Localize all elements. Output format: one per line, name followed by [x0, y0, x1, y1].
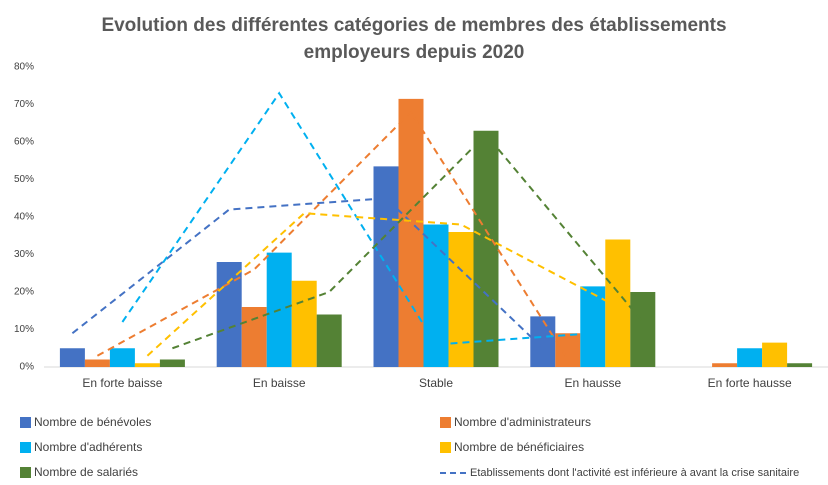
legend-swatch	[440, 417, 451, 428]
y-tick-label: 40%	[14, 212, 34, 223]
chart-title: Evolution des différentes catégories de …	[101, 15, 726, 36]
y-tick-label: 50%	[14, 174, 34, 185]
legend-swatch	[20, 417, 31, 428]
x-tick-label: En hausse	[564, 376, 621, 390]
legend-label: Nombre de bénévoles	[34, 415, 151, 429]
y-tick-label: 20%	[14, 287, 34, 298]
legend-label: Nombre de salariés	[34, 465, 138, 479]
bar	[448, 232, 474, 367]
y-tick-label: 10%	[14, 324, 34, 335]
bar	[59, 348, 85, 367]
legend-label: Nombre de bénéficiaires	[454, 440, 584, 454]
legend-label: Nombre d'administrateurs	[454, 415, 591, 429]
bar	[373, 166, 399, 367]
bar	[109, 348, 135, 367]
bar	[316, 314, 342, 367]
x-tick-label: En baisse	[253, 376, 306, 390]
chart-title: employeurs depuis 2020	[304, 42, 525, 63]
dashed-line	[172, 133, 644, 350]
bar	[84, 359, 110, 367]
y-tick-label: 70%	[14, 99, 34, 110]
x-tick-label: Stable	[419, 376, 453, 390]
bar	[737, 348, 763, 367]
y-tick-label: 30%	[14, 249, 34, 260]
dashed-line	[71, 197, 544, 349]
legend-label: Nombre d'adhérents	[34, 440, 142, 454]
bar	[291, 280, 317, 367]
legend-swatch	[20, 442, 31, 453]
legend-swatch	[20, 467, 31, 478]
bar	[473, 130, 499, 367]
bar	[159, 359, 185, 367]
dashed-line	[146, 212, 619, 357]
bar	[398, 98, 424, 367]
bar	[630, 292, 656, 367]
y-tick-label: 0%	[20, 362, 35, 373]
bar	[555, 333, 581, 367]
x-tick-label: En forte baisse	[82, 376, 162, 390]
bar	[605, 239, 631, 367]
bar	[762, 342, 788, 367]
y-tick-label: 60%	[14, 137, 34, 148]
bar	[712, 363, 738, 367]
legend-swatch	[440, 442, 451, 453]
bar	[580, 286, 606, 367]
dashed-line	[121, 91, 593, 346]
dashed-line	[96, 110, 569, 361]
x-tick-label: En forte hausse	[708, 376, 792, 390]
bar	[787, 363, 813, 367]
legend-label: Etablissements dont l'activité est infér…	[470, 467, 799, 479]
bar	[530, 316, 556, 367]
y-tick-label: 80%	[14, 62, 34, 73]
bar	[241, 307, 267, 367]
bar	[134, 363, 160, 367]
